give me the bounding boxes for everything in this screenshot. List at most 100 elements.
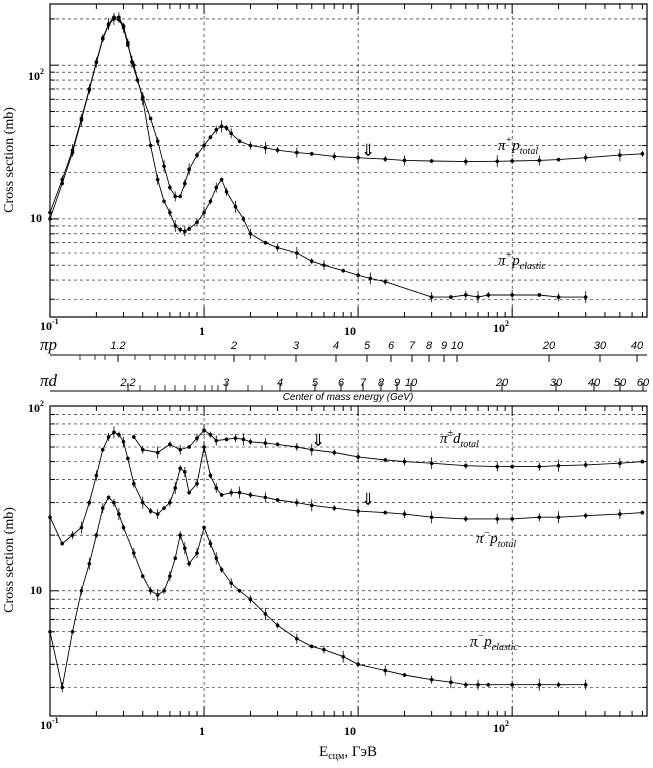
top-data-point bbox=[162, 199, 166, 204]
series-label-pim-elastic: π−pelastic bbox=[470, 631, 518, 653]
top-data-point bbox=[195, 220, 199, 225]
series-label-mid: p bbox=[511, 138, 520, 154]
series-label-pip-elastic: π+pelastic bbox=[498, 250, 546, 272]
arrow-down-icon: ⇓ bbox=[361, 490, 375, 509]
top-data-point bbox=[309, 152, 314, 156]
top-axis-ticks bbox=[49, 4, 647, 317]
bottom-data-point bbox=[556, 682, 561, 687]
arrow-down-icon: ⇓ bbox=[361, 141, 375, 160]
bottom-data-point bbox=[275, 498, 280, 502]
bottom-data-point bbox=[60, 541, 64, 546]
top-data-point bbox=[70, 150, 75, 155]
top-data-point bbox=[155, 177, 160, 182]
bottom-data-point bbox=[162, 588, 166, 593]
pip-energy-tick-label: 3 bbox=[293, 340, 300, 352]
top-data-point bbox=[224, 126, 229, 130]
bottom-data-point bbox=[208, 432, 213, 437]
bottom-x-tick-label-exp: -1 bbox=[52, 716, 59, 725]
top-data-point bbox=[402, 158, 407, 163]
bottom-data-point bbox=[583, 463, 588, 467]
bottom-data-point bbox=[383, 458, 388, 462]
bottom-data-point bbox=[100, 447, 105, 452]
top-data-point bbox=[132, 63, 136, 67]
energy-axis-ticks: 1.2 2 3 4 5 6 7 8 9 10 20 30 402.2 3 4 5 6 7 8 9 10 20 30 40 50 6… bbox=[79, 340, 650, 391]
bottom-data-point bbox=[309, 503, 314, 508]
bottom-data-point bbox=[168, 500, 172, 505]
top-y-tick-label-base: 10 bbox=[28, 69, 40, 83]
top-data-point bbox=[168, 185, 172, 190]
top-data-point bbox=[537, 293, 542, 297]
top-data-point bbox=[510, 159, 514, 163]
series-label-mid: d bbox=[453, 431, 461, 447]
top-data-point bbox=[48, 217, 52, 221]
top-data-point bbox=[429, 295, 434, 299]
bottom-data-point bbox=[173, 486, 178, 490]
bottom-data-points bbox=[48, 424, 645, 693]
bottom-data-point bbox=[178, 447, 182, 452]
pip-energy-tick-label: 8 bbox=[426, 340, 433, 352]
bottom-data-point bbox=[224, 437, 229, 442]
bottom-data-point bbox=[48, 515, 52, 520]
top-data-point bbox=[112, 17, 116, 21]
bottom-data-point bbox=[202, 445, 206, 449]
top-data-point bbox=[224, 190, 229, 194]
top-x-tick-label: 10 bbox=[344, 324, 356, 338]
pid-energy-tick-label: 50 bbox=[614, 377, 627, 389]
top-data-point bbox=[464, 159, 468, 164]
series-label-main: π bbox=[440, 431, 448, 447]
top-data-point bbox=[148, 143, 153, 148]
bottom-data-point bbox=[248, 493, 253, 497]
bottom-data-point bbox=[219, 567, 224, 572]
series-label-main: π bbox=[498, 253, 506, 269]
top-data-point bbox=[126, 43, 130, 47]
bottom-y-tick-label-base: 10 bbox=[28, 401, 40, 415]
pid-energy-tick-label: 6 bbox=[338, 377, 345, 389]
top-data-point bbox=[383, 157, 388, 161]
bottom-data-point bbox=[402, 459, 407, 464]
bottom-data-point bbox=[48, 629, 52, 634]
bottom-data-point bbox=[148, 588, 153, 593]
pid-energy-tick-label: 3 bbox=[223, 377, 230, 389]
bottom-data-point bbox=[187, 445, 191, 449]
bottom-data-point bbox=[208, 541, 213, 546]
energy-axis-caption: Center of mass energy (GeV) bbox=[283, 392, 414, 403]
bottom-data-point bbox=[275, 623, 280, 628]
bottom-data-point bbox=[140, 574, 145, 578]
top-data-point bbox=[60, 181, 64, 186]
bottom-data-point bbox=[495, 464, 500, 469]
pip-energy-tick-label: 2 bbox=[230, 340, 237, 352]
top-data-point bbox=[486, 293, 491, 297]
pip-axis-label: πp bbox=[40, 335, 57, 354]
top-y-tick-label: 102 bbox=[28, 67, 44, 83]
pip-energy-tick-label: 1.2 bbox=[110, 340, 125, 352]
bottom-y-tick-label: 102 bbox=[28, 399, 44, 415]
x-axis-label-tail: , ГэВ bbox=[344, 744, 377, 760]
bottom-data-point bbox=[168, 574, 172, 578]
bottom-data-point bbox=[449, 680, 453, 685]
top-data-point bbox=[178, 194, 182, 199]
top-x-tick-label: 102 bbox=[493, 319, 509, 335]
bottom-data-point bbox=[121, 525, 126, 530]
bottom-data-point bbox=[202, 525, 206, 530]
bottom-x-tick-label: 10-1 bbox=[40, 716, 59, 732]
top-data-point bbox=[219, 124, 224, 129]
top-y-tick-labels: 10 102 bbox=[28, 67, 44, 225]
bottom-data-point bbox=[583, 682, 588, 687]
top-data-point bbox=[241, 217, 246, 221]
top-data-point bbox=[275, 245, 280, 250]
bottom-data-point bbox=[510, 682, 514, 687]
bottom-data-point bbox=[140, 500, 145, 505]
bottom-data-point bbox=[155, 450, 160, 455]
bottom-data-point bbox=[241, 437, 246, 442]
bottom-y-tick-label-exp: 2 bbox=[40, 399, 44, 408]
bottom-data-point bbox=[429, 677, 434, 682]
top-y-tick-label: 10 bbox=[30, 211, 42, 225]
pip-energy-tick-label: 9 bbox=[441, 340, 447, 352]
bottom-data-point bbox=[106, 495, 111, 500]
bottom-data-point bbox=[295, 500, 299, 505]
bottom-data-point bbox=[510, 517, 514, 521]
bottom-data-point bbox=[322, 647, 326, 652]
pid-energy-tick-label: 2.2 bbox=[119, 377, 135, 389]
series-label-mid: p bbox=[489, 531, 498, 547]
